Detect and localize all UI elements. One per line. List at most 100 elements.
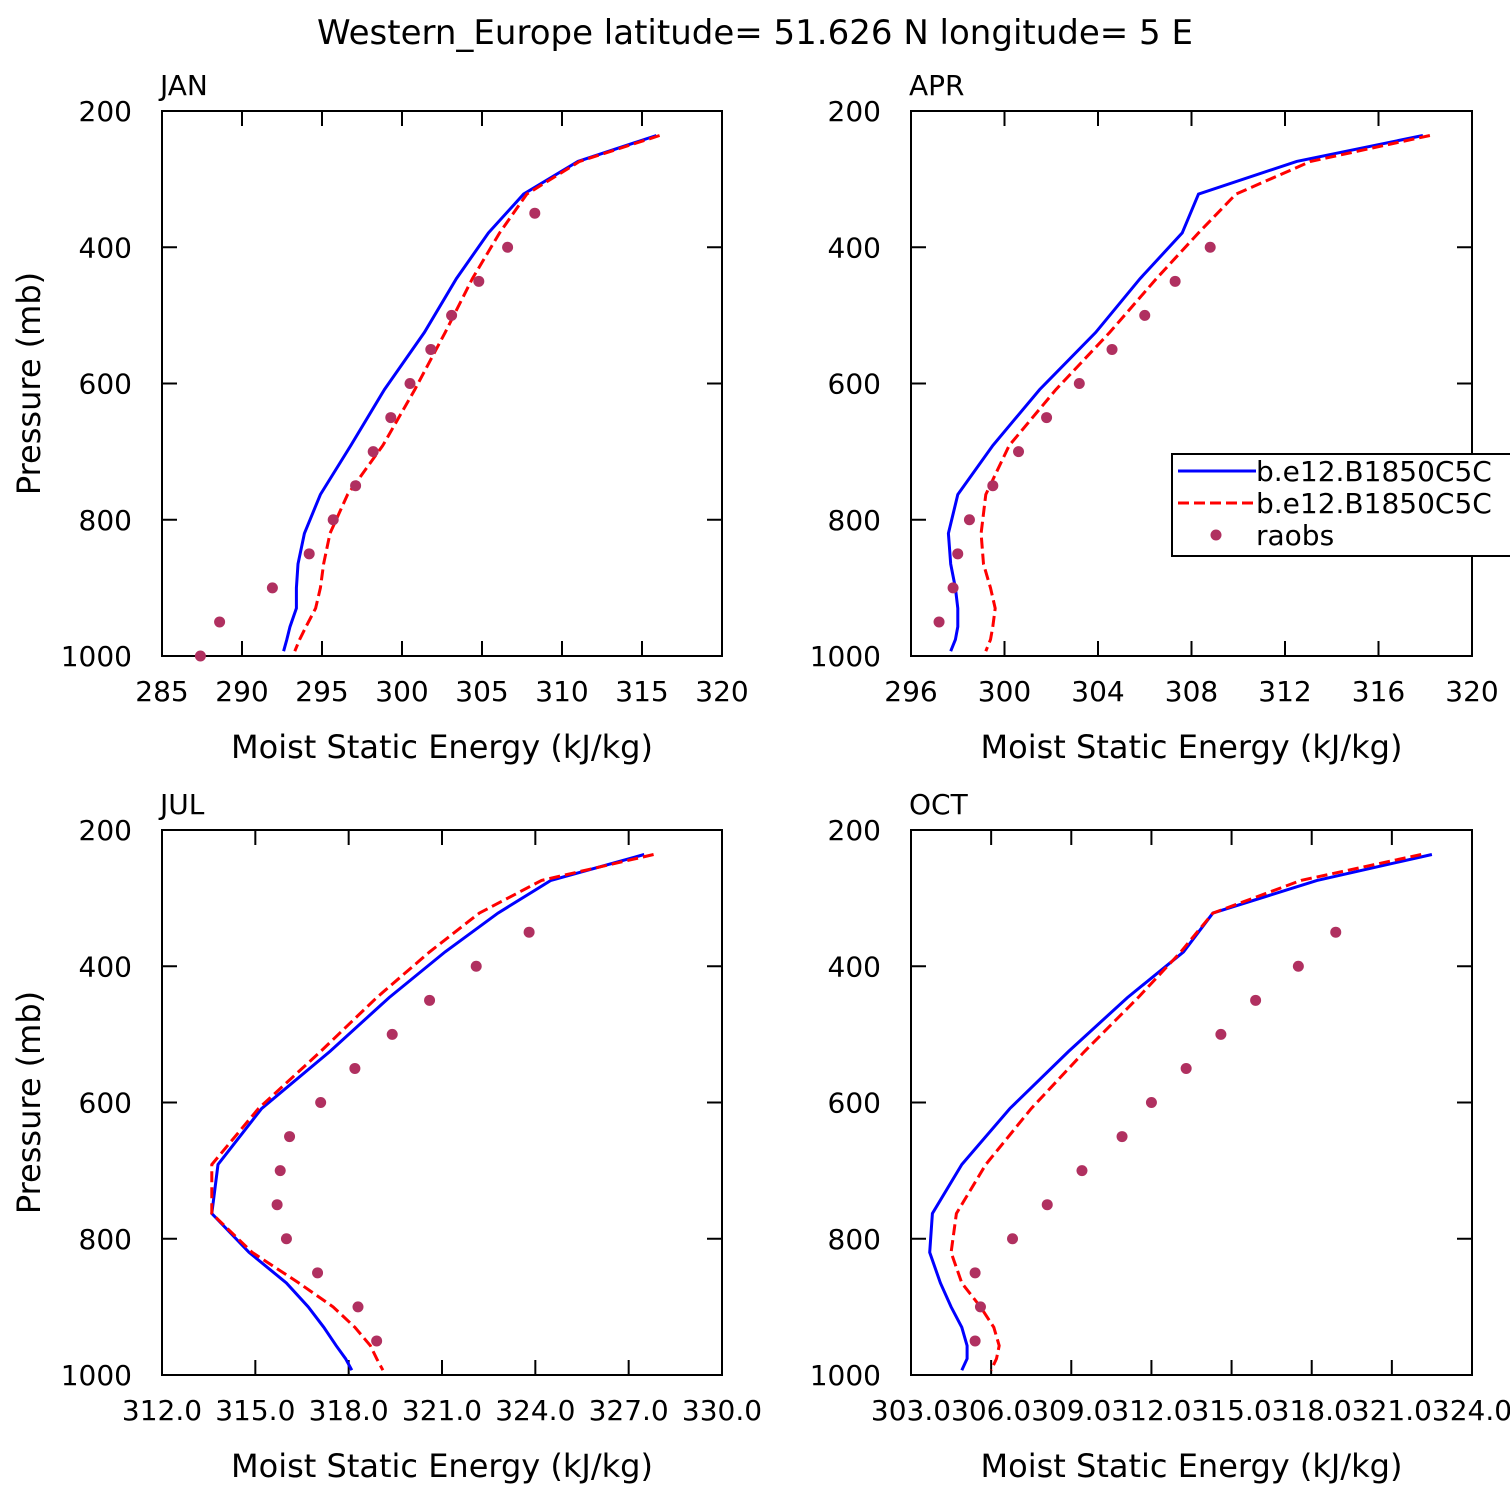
raob-point	[446, 309, 458, 321]
raob-point	[1106, 343, 1118, 355]
raob-point	[529, 207, 541, 219]
profile-line	[210, 853, 654, 1371]
x-tick-label: 318.0	[309, 1394, 389, 1427]
raob-point	[974, 1301, 986, 1313]
raob-point	[1076, 1165, 1088, 1177]
raob-point	[386, 1028, 398, 1040]
raob-point	[367, 446, 379, 458]
y-tick-label: 800	[79, 504, 132, 537]
x-tick-label: 321.0	[402, 1394, 482, 1427]
y-tick-label: 200	[79, 814, 132, 847]
raob-point	[1204, 241, 1216, 253]
y-tick-label: 200	[79, 95, 132, 128]
raob-point	[933, 616, 945, 628]
y-tick-label: 400	[79, 231, 132, 264]
raob-point	[1116, 1131, 1128, 1143]
raob-point	[1041, 1199, 1053, 1211]
raob-point	[1250, 994, 1262, 1006]
x-tick-label: 300	[375, 675, 428, 708]
x-tick-label: 315	[615, 675, 668, 708]
figure-title: Western_Europe latitude= 51.626 N longit…	[317, 13, 1193, 53]
raob-point	[1007, 1233, 1019, 1245]
raob-point	[1041, 412, 1053, 424]
raob-point	[371, 1335, 383, 1347]
x-tick-label: 316	[1352, 675, 1405, 708]
x-tick-label: 305	[455, 675, 508, 708]
profile-line	[946, 134, 1424, 652]
raob-point	[274, 1165, 286, 1177]
panel-title: OCT	[909, 788, 969, 821]
y-tick-label: 1000	[810, 640, 881, 673]
raob-point	[315, 1097, 327, 1108]
x-tick-label: 321.0	[1352, 1394, 1432, 1427]
raob-point	[952, 548, 964, 560]
raob-point	[352, 1301, 364, 1313]
raob-point	[194, 650, 206, 662]
raob-point	[1145, 1097, 1157, 1108]
raob-point	[969, 1267, 981, 1279]
y-tick-label: 600	[79, 368, 132, 401]
raob-point	[312, 1267, 324, 1279]
raob-point	[987, 480, 999, 492]
panel-title: JAN	[158, 69, 208, 102]
x-tick-label: 295	[295, 675, 348, 708]
y-tick-label: 600	[828, 368, 881, 401]
legend-marker	[1210, 529, 1222, 541]
raob-point	[266, 582, 278, 594]
y-tick-label: 600	[79, 1087, 132, 1120]
raob-point	[502, 241, 514, 253]
y-axis-label: Pressure (mb)	[10, 272, 48, 495]
raob-point	[404, 378, 416, 389]
x-tick-label: 324.0	[1432, 1394, 1510, 1427]
x-tick-label: 306.0	[951, 1394, 1031, 1427]
y-axis-label: Pressure (mb)	[10, 991, 48, 1214]
raob-point	[1013, 446, 1025, 458]
raob-point	[303, 548, 315, 560]
y-tick-label: 200	[828, 95, 881, 128]
x-tick-label: 327.0	[589, 1394, 669, 1427]
raob-point	[1073, 378, 1085, 389]
x-tick-label: 304	[1071, 675, 1124, 708]
raob-point	[349, 1062, 361, 1074]
raob-point	[271, 1199, 283, 1211]
x-tick-label: 300	[978, 675, 1031, 708]
legend-label: b.e12.B1850C5C	[1256, 487, 1492, 520]
x-axis-label: Moist Static Energy (kJ/kg)	[981, 1447, 1403, 1485]
y-tick-label: 400	[828, 231, 881, 264]
x-tick-label: 320	[1445, 675, 1498, 708]
raob-point	[1330, 926, 1342, 938]
raob-point	[350, 480, 362, 492]
raob-point	[327, 514, 339, 526]
y-tick-label: 800	[828, 504, 881, 537]
y-tick-label: 1000	[810, 1359, 881, 1392]
profile-line	[210, 853, 645, 1371]
y-tick-label: 1000	[61, 640, 132, 673]
raob-point	[385, 412, 397, 424]
raob-point	[1169, 275, 1181, 287]
x-tick-label: 315.0	[1191, 1394, 1271, 1427]
profile-line	[979, 134, 1431, 652]
x-tick-label: 308	[1165, 675, 1218, 708]
y-tick-label: 800	[828, 1223, 881, 1256]
x-tick-label: 318.0	[1272, 1394, 1352, 1427]
legend-label: b.e12.B1850C5C	[1256, 455, 1492, 488]
raob-point	[284, 1131, 296, 1143]
y-tick-label: 600	[828, 1087, 881, 1120]
y-tick-label: 1000	[61, 1359, 132, 1392]
raob-point	[424, 994, 436, 1006]
raob-point	[470, 960, 482, 972]
x-tick-label: 312.0	[122, 1394, 202, 1427]
raob-point	[969, 1335, 981, 1347]
legend-label: raobs	[1256, 519, 1334, 552]
x-tick-label: 303.0	[871, 1394, 951, 1427]
raob-point	[1292, 960, 1304, 972]
profile-line	[949, 853, 1422, 1371]
x-tick-label: 315.0	[215, 1394, 295, 1427]
x-tick-label: 309.0	[1031, 1394, 1111, 1427]
raob-point	[523, 926, 535, 938]
x-axis-label: Moist Static Energy (kJ/kg)	[231, 728, 653, 766]
raob-point	[214, 616, 226, 628]
x-axis-label: Moist Static Energy (kJ/kg)	[981, 728, 1403, 766]
